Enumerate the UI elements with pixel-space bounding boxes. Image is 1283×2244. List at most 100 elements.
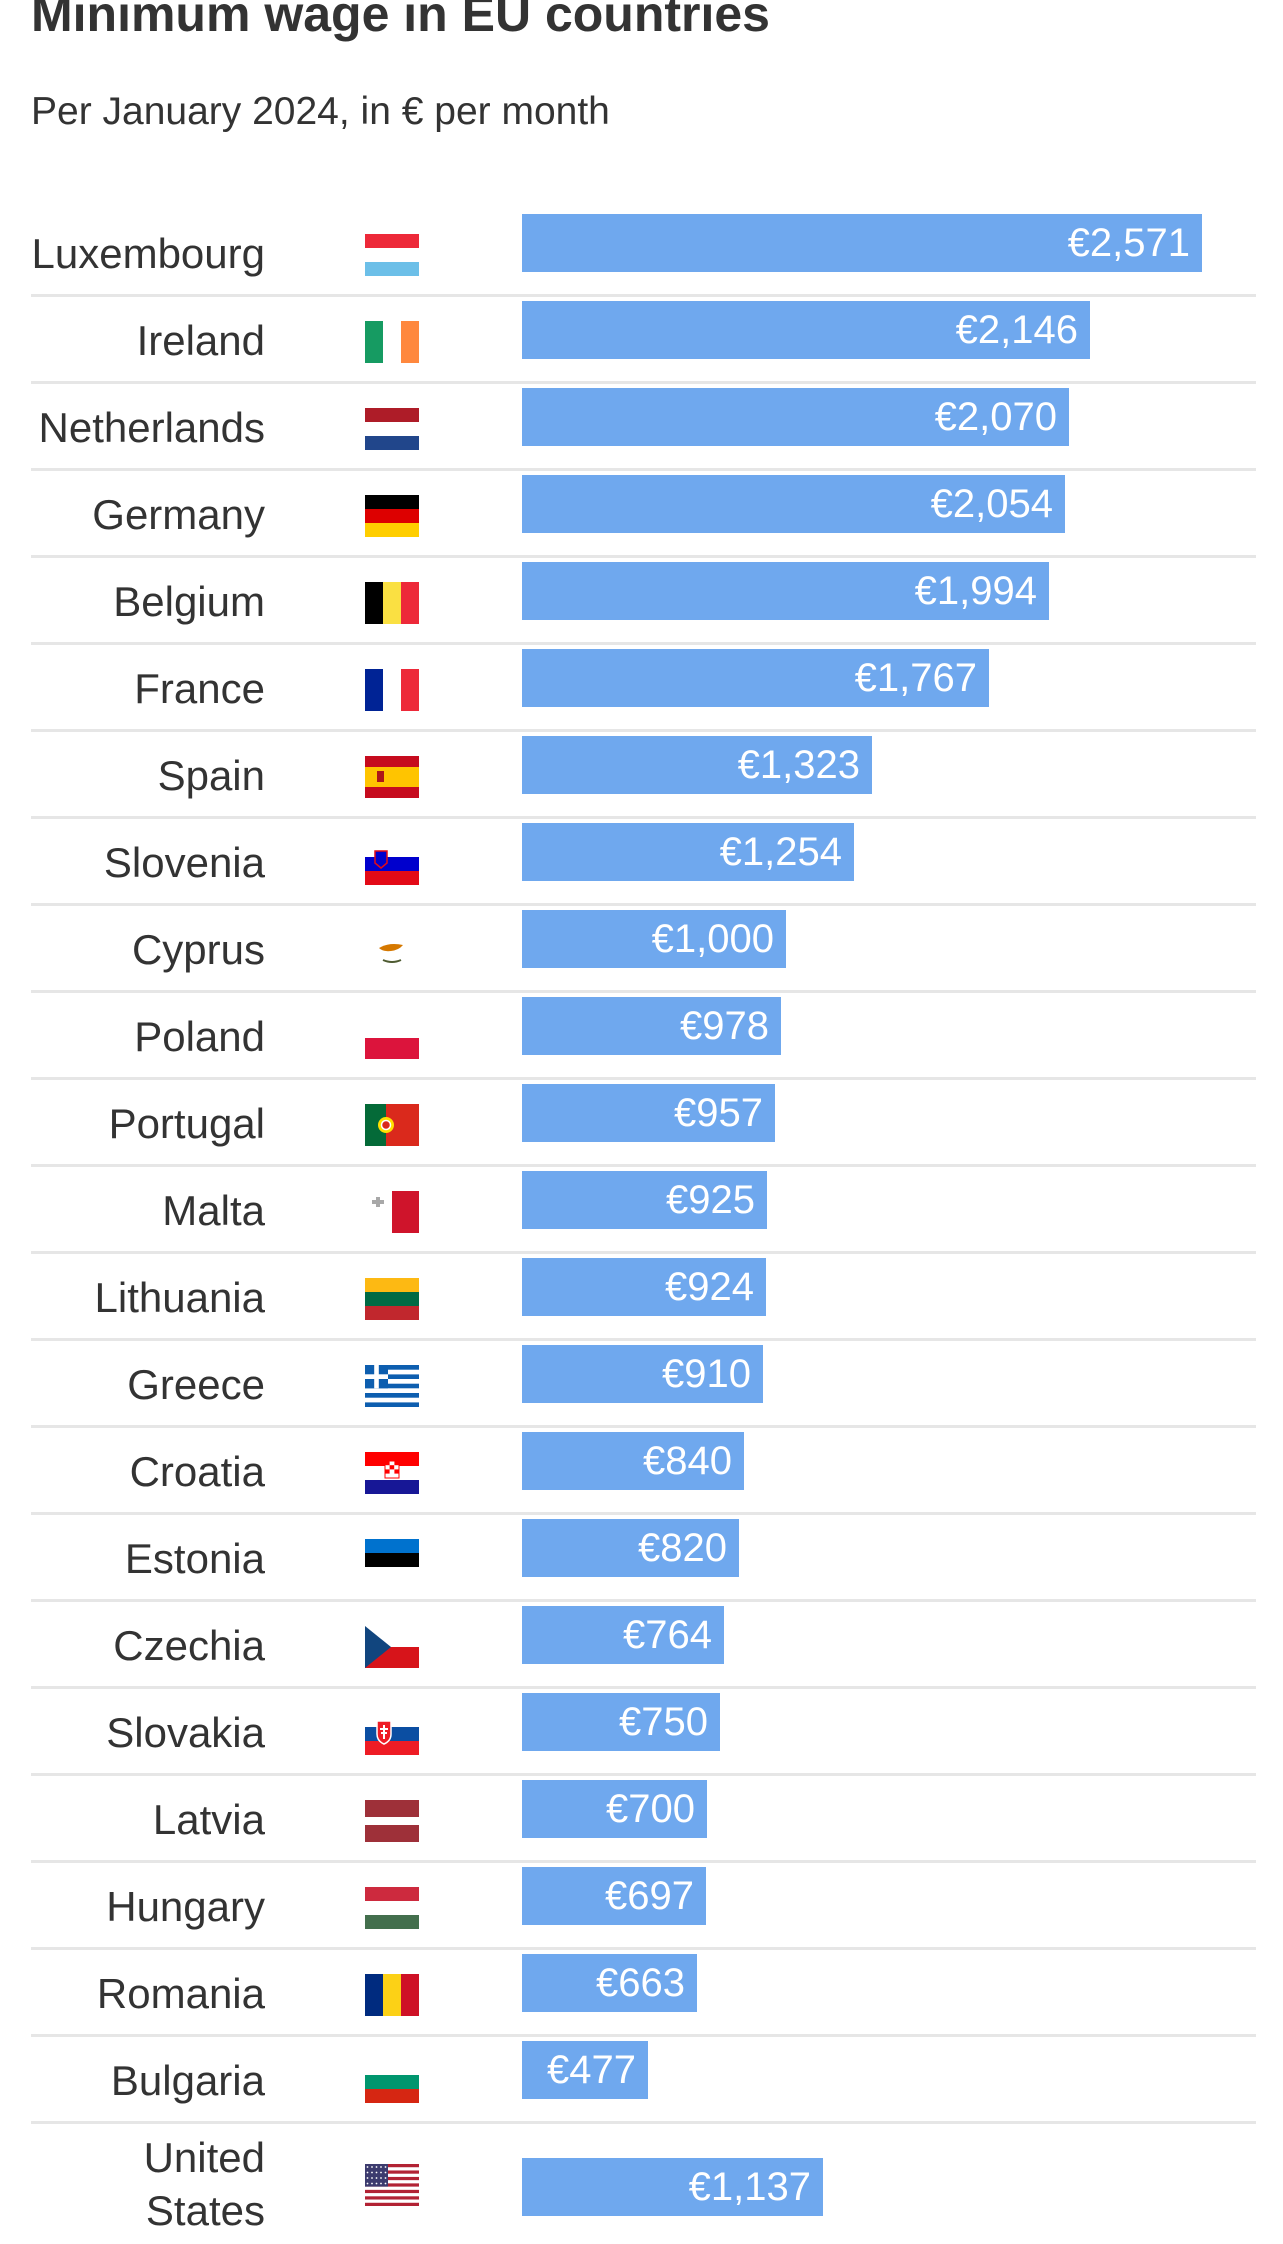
romania-flag-icon — [365, 1974, 419, 2016]
malta-flag-icon — [365, 1191, 419, 1233]
category-label: Netherlands — [38, 404, 265, 451]
data-label: €1,323 — [737, 742, 860, 787]
bar-row: Portugal €957 — [31, 1080, 1256, 1167]
category-label: Hungary — [106, 1883, 265, 1930]
slovakia-flag-icon — [365, 1713, 419, 1755]
bar: €820 — [522, 1519, 739, 1577]
bar: €2,054 — [522, 475, 1065, 533]
data-label: €1,994 — [914, 568, 1037, 613]
slovenia-flag-icon — [365, 843, 419, 885]
bar-row: Belgium €1,994 — [31, 558, 1256, 645]
data-label: €957 — [674, 1090, 763, 1135]
netherlands-flag-icon — [365, 408, 419, 450]
poland-flag-icon — [365, 1017, 419, 1059]
data-label: €840 — [643, 1438, 732, 1483]
bar: €925 — [522, 1171, 767, 1229]
bar-row: United States €1,137 — [31, 2124, 1256, 2244]
data-label: €764 — [623, 1612, 712, 1657]
belgium-flag-icon — [365, 582, 419, 624]
estonia-flag-icon — [365, 1539, 419, 1581]
croatia-flag-icon — [365, 1452, 419, 1494]
latvia-flag-icon — [365, 1800, 419, 1842]
bar-row: Netherlands €2,070 — [31, 384, 1256, 471]
data-label: €2,571 — [1067, 220, 1190, 265]
category-label: France — [134, 665, 265, 712]
bar: €1,137 — [522, 2158, 823, 2216]
bar: €697 — [522, 1867, 706, 1925]
category-label: Germany — [92, 491, 265, 538]
data-label: €820 — [638, 1525, 727, 1570]
bar-row: France €1,767 — [31, 645, 1256, 732]
category-label: Estonia — [124, 1535, 265, 1582]
data-label: €750 — [619, 1699, 708, 1744]
category-label: Belgium — [113, 578, 265, 625]
bar: €1,323 — [522, 736, 872, 794]
bar-row: Cyprus €1,000 — [31, 906, 1256, 993]
bar-chart: Luxembourg €2,571 Ireland €2,146 Netherlands… — [31, 210, 1256, 2244]
bar: €750 — [522, 1693, 720, 1751]
bar: €978 — [522, 997, 781, 1055]
category-label: Poland — [134, 1013, 265, 1060]
data-label: €910 — [662, 1351, 751, 1396]
data-label: €697 — [605, 1873, 694, 1918]
bar: €2,571 — [522, 214, 1202, 272]
data-label: €1,254 — [719, 829, 842, 874]
data-label: €1,000 — [651, 916, 774, 961]
bar-row: Romania €663 — [31, 1950, 1256, 2037]
bar-row: Estonia €820 — [31, 1515, 1256, 1602]
bar: €1,994 — [522, 562, 1049, 620]
bar: €1,767 — [522, 649, 989, 707]
portugal-flag-icon — [365, 1104, 419, 1146]
chart-subtitle: Per January 2024, in € per month — [31, 90, 610, 133]
data-label: €1,767 — [854, 655, 977, 700]
data-label: €925 — [666, 1177, 755, 1222]
bar: €477 — [522, 2041, 648, 2099]
bar: €910 — [522, 1345, 763, 1403]
category-label: Malta — [162, 1187, 265, 1234]
bar: €924 — [522, 1258, 766, 1316]
category-label: Slovenia — [103, 839, 265, 886]
category-label: Cyprus — [131, 926, 265, 973]
bar: €2,146 — [522, 301, 1090, 359]
bar-row: Spain €1,323 — [31, 732, 1256, 819]
data-label: €2,146 — [955, 307, 1078, 352]
category-label: Luxembourg — [31, 230, 265, 277]
bar-row: Malta €925 — [31, 1167, 1256, 1254]
chart-title: Minimum wage in EU countries — [31, 0, 770, 42]
bar-row: Germany €2,054 — [31, 471, 1256, 558]
data-label: €1,137 — [688, 2164, 811, 2209]
category-label: Spain — [157, 752, 265, 799]
category-label: Latvia — [152, 1796, 265, 1843]
bar: €840 — [522, 1432, 744, 1490]
data-label: €924 — [665, 1264, 754, 1309]
bar-row: Hungary €697 — [31, 1863, 1256, 1950]
data-label: €477 — [547, 2047, 636, 2092]
czechia-flag-icon — [365, 1626, 419, 1668]
category-label: Portugal — [108, 1100, 265, 1147]
bulgaria-flag-icon — [365, 2061, 419, 2103]
category-label: United States — [143, 2134, 265, 2234]
bar: €1,000 — [522, 910, 786, 968]
germany-flag-icon — [365, 495, 419, 537]
cyprus-flag-icon — [365, 930, 419, 972]
category-label: Romania — [96, 1970, 265, 2017]
category-label: Slovakia — [106, 1709, 265, 1756]
united-states-flag-icon — [365, 2164, 419, 2206]
data-label: €2,054 — [930, 481, 1053, 526]
bar: €1,254 — [522, 823, 854, 881]
bar-row: Czechia €764 — [31, 1602, 1256, 1689]
category-label: Lithuania — [94, 1274, 265, 1321]
bar: €764 — [522, 1606, 724, 1664]
luxembourg-flag-icon — [365, 234, 419, 276]
bar-row: Slovakia €750 — [31, 1689, 1256, 1776]
bar: €663 — [522, 1954, 697, 2012]
bar-row: Latvia €700 — [31, 1776, 1256, 1863]
bar-row: Bulgaria €477 — [31, 2037, 1256, 2124]
bar-row: Slovenia €1,254 — [31, 819, 1256, 906]
data-label: €663 — [596, 1960, 685, 2005]
bar-row: Poland €978 — [31, 993, 1256, 1080]
data-label: €978 — [680, 1003, 769, 1048]
bar-row: Greece €910 — [31, 1341, 1256, 1428]
bar: €957 — [522, 1084, 775, 1142]
